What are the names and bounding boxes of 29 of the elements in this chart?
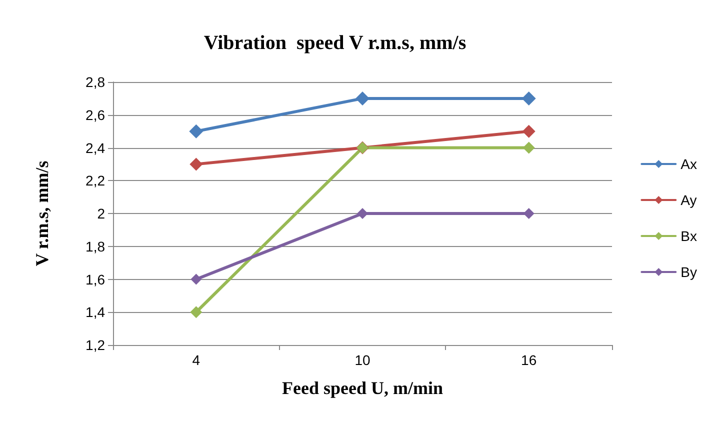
point bbox=[522, 142, 535, 154]
legend-label: By bbox=[680, 264, 698, 280]
y-tick-label: 2,4 bbox=[86, 140, 106, 156]
point bbox=[190, 306, 202, 318]
legend-label: Ay bbox=[680, 192, 697, 208]
x-axis-title: Feed speed U, m/min bbox=[282, 378, 443, 398]
point bbox=[190, 274, 202, 285]
point bbox=[522, 124, 536, 138]
chart-title: Vibration speed V r.m.s, mm/s bbox=[204, 32, 466, 54]
legend-label: Bx bbox=[680, 228, 698, 244]
y-tick-label: 2 bbox=[97, 206, 106, 222]
y-tick-label: 1,6 bbox=[86, 271, 106, 288]
x-tick-label: 4 bbox=[192, 352, 200, 368]
point bbox=[189, 124, 204, 138]
y-tick-label: 1,4 bbox=[86, 304, 106, 320]
y-tick-label: 2,6 bbox=[86, 106, 106, 123]
point bbox=[356, 91, 370, 106]
x-tick-label: 16 bbox=[521, 352, 537, 368]
legend-label: Ax bbox=[680, 156, 698, 172]
point bbox=[523, 208, 534, 219]
point bbox=[522, 91, 536, 106]
y-tick-label: 2,8 bbox=[86, 74, 106, 90]
y-tick-label: 1,2 bbox=[86, 337, 106, 353]
y-tick-label: 2,2 bbox=[86, 172, 106, 189]
point bbox=[190, 158, 203, 171]
x-tick-label: 10 bbox=[354, 352, 370, 368]
y-tick-label: 1,8 bbox=[86, 238, 106, 254]
point bbox=[357, 208, 368, 219]
y-axis-title: V r.m.s, mm/s bbox=[32, 160, 52, 266]
